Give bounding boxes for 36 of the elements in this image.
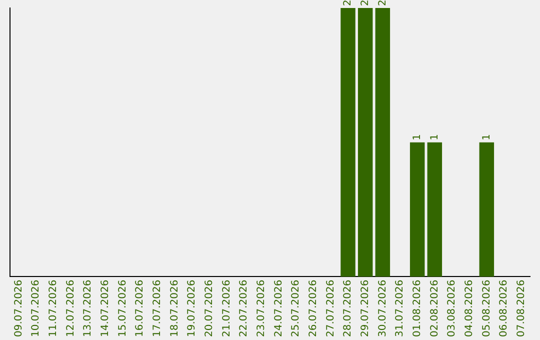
x-tick-label: 13.07.2026 [82,280,94,338]
x-tick-label: 11.07.2026 [48,280,59,338]
x-tick-label: 07.08.2026 [516,280,527,338]
data-label: 2 [342,0,354,6]
data-label: 1 [412,134,423,140]
x-tick-label: 15.07.2026 [117,280,128,338]
data-label: 1 [481,134,492,140]
x-tick-label: 10.07.2026 [30,280,42,338]
x-tick-label: 26.07.2026 [308,280,319,338]
x-tick-label: 23.07.2026 [256,280,267,338]
x-tick-label: 30.07.2026 [377,280,388,338]
data-label: 2 [377,0,388,6]
x-tick-label: 04.08.2026 [464,280,475,338]
x-tick-label: 20.07.2026 [204,280,215,338]
x-tick-label: 24.07.2026 [273,280,284,338]
x-tick-label: 12.07.2026 [65,280,76,338]
data-label: 2 [360,0,371,6]
x-tick-label: 18.07.2026 [169,280,180,338]
x-tick-label: 05.08.2026 [481,280,492,338]
x-tick-label: 29.07.2026 [360,280,371,338]
x-tick-label: 22.07.2026 [238,280,250,338]
x-tick-label: 28.07.2026 [342,280,354,338]
x-tick-label: 06.08.2026 [498,280,510,338]
x-tick-label: 17.07.2026 [152,280,163,338]
x-tick-label: 02.08.2026 [429,280,440,338]
x-tick-label: 01.08.2026 [412,280,423,338]
data-label: 1 [429,134,440,140]
x-tick-label: 27.07.2026 [325,280,336,338]
x-tick-label: 19.07.2026 [186,280,198,338]
x-tick-label: 21.07.2026 [221,280,232,338]
x-tick-label: 09.07.2026 [13,280,24,338]
x-tick-label: 14.07.2026 [100,280,111,338]
x-tick-label: 31.07.2026 [394,280,406,338]
x-tick-label: 03.08.2026 [446,280,458,338]
x-tick-label: 16.07.2026 [134,280,146,338]
x-tick-label: 25.07.2026 [290,280,302,338]
